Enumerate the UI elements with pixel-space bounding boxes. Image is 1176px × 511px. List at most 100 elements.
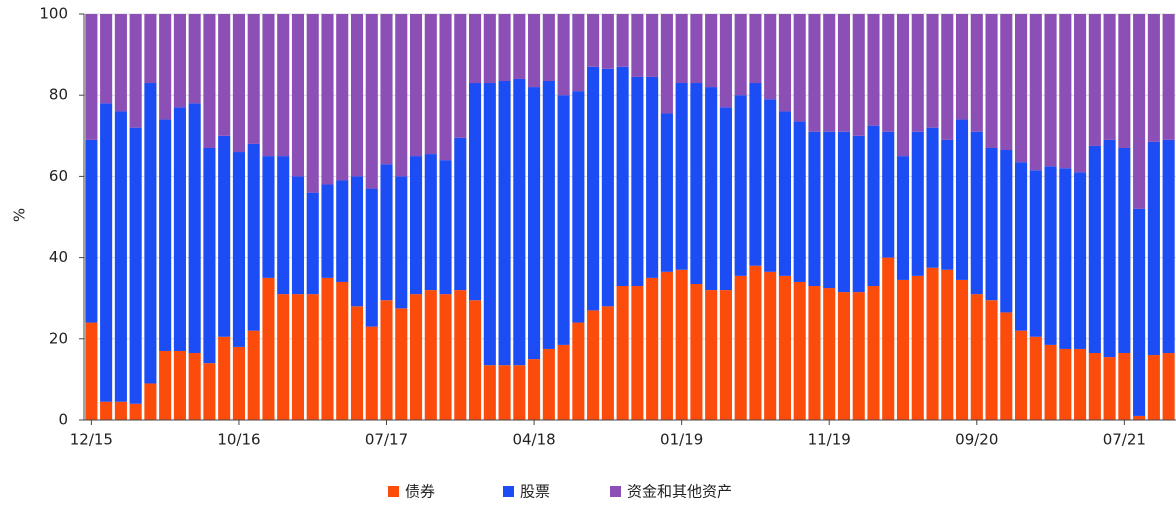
bar-segment [1029,170,1042,337]
bar-segment [336,180,349,282]
bar-segment [1044,344,1057,420]
bar-segment [1133,14,1146,209]
bar-segment [985,300,998,420]
bar-segment [247,14,260,144]
bar-segment [955,279,969,420]
bar-segment [896,156,910,280]
bar-segment [1074,172,1087,349]
bar-segment [232,152,245,347]
bar-segment [793,121,806,282]
bar-segment [1029,336,1042,420]
bar-segment [1015,330,1028,420]
bar-segment [277,14,290,157]
bar-segment [1088,145,1101,354]
bar-segment [882,14,895,132]
bar-segment [675,14,688,84]
bar-segment [144,14,157,84]
bar-segment [970,131,983,295]
bar-segment [232,346,245,420]
bar-segment [955,119,969,280]
bar-segment [85,139,98,323]
bar-segment [660,113,673,272]
bar-segment [837,292,851,420]
bar-segment [409,156,423,295]
bar-segment [631,14,644,77]
bar-segment [247,330,260,420]
bar-segment [409,294,423,420]
bar-segment [660,14,673,114]
bar-segment [262,156,275,278]
bar-segment [203,147,216,364]
bar-segment [926,14,939,128]
x-tick-label: 07/21 [1103,431,1146,449]
bar-segment [675,269,688,420]
bar-segment [852,292,865,420]
bar-segment [823,14,836,132]
bar-segment [557,344,570,420]
bar-segment [749,265,762,420]
bar-segment [454,290,467,420]
bar-segment [896,279,910,420]
bar-segment [439,160,452,295]
bar-segment [616,286,629,420]
y-tick-label: 80 [49,86,68,104]
bar-segment [542,80,555,349]
bar-segment [1044,14,1057,167]
bar-segment [439,14,452,161]
bar-segment [852,135,865,293]
bar-segment [498,80,511,366]
bar-segment [823,131,836,289]
bar-segment [424,290,437,420]
bar-segment [159,119,172,351]
bar-segment [1000,312,1013,420]
bar-segment [380,164,393,301]
bar-segment [1147,355,1160,420]
bar-segment [454,137,467,291]
bar-segment [690,83,703,284]
bar-segment [660,271,673,420]
bar-segment [867,286,880,420]
bar-segment [218,336,231,420]
bar-segment [572,91,585,323]
legend-label: 股票 [520,483,550,501]
bar-segment [528,87,541,360]
bar-segment [1133,208,1146,416]
bar-segment [291,14,305,177]
bar-segment [587,66,600,311]
bar-segment [1118,14,1131,148]
bar-segment [572,322,585,420]
bar-segment [469,14,482,84]
bar-segment [469,83,482,301]
bar-segment [85,14,98,140]
bar-segment [557,95,570,345]
bar-segment [557,14,570,96]
bar-segment [188,14,201,104]
bar-segment [1162,353,1175,420]
bar-segment [439,294,452,420]
bar-segment [941,14,954,140]
bar-segment [1029,14,1042,171]
bar-segment [926,127,939,268]
bar-segment [114,401,127,420]
bar-segment [1118,353,1131,420]
bar-segment [395,14,408,177]
bar-segment [291,294,305,420]
bar-segment [882,131,895,258]
bar-segment [808,286,821,420]
bar-segment [277,294,290,420]
bar-segment [144,383,157,420]
bar-segment [601,14,614,69]
bar-segment [778,111,791,276]
x-tick-label: 01/19 [660,431,703,449]
bar-segment [1015,14,1028,163]
bar-segment [306,192,319,295]
bar-segment [424,14,437,155]
bar-segment [764,14,777,100]
x-tick-label: 07/17 [365,431,408,449]
bar-segment [528,359,541,420]
bar-segment [188,353,201,420]
bar-segment [778,14,791,112]
bar-segment [306,294,319,420]
bar-segment [469,300,482,420]
bar-segment [749,83,762,266]
